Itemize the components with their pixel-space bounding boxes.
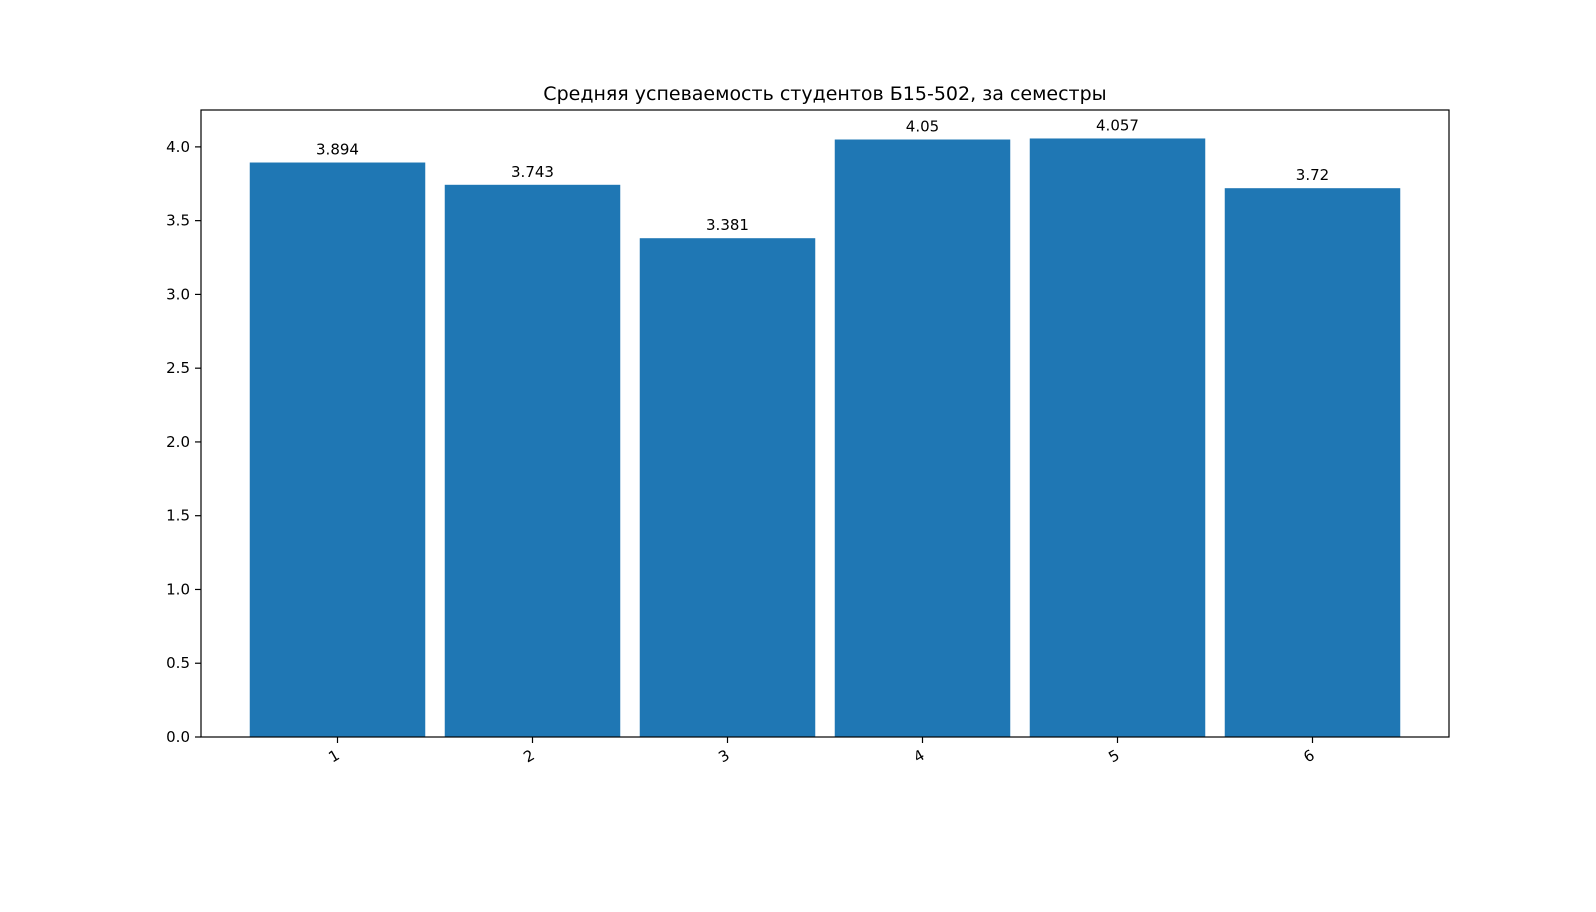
y-tick-label: 4.0 (166, 138, 190, 156)
bar-value-label-5: 4.057 (1096, 116, 1139, 134)
bar-value-label-1: 3.894 (316, 141, 359, 159)
x-tick-label-1: 1 (325, 746, 342, 766)
x-tick-label-3: 3 (715, 746, 732, 766)
x-tick-label-5: 5 (1105, 746, 1122, 766)
y-tick-label: 3.0 (166, 285, 190, 303)
y-axis: 0.0 0.5 1.0 1.5 2.0 2.5 3.0 3.5 4.0 (166, 138, 201, 746)
y-tick-label: 2.0 (166, 433, 190, 451)
bar-value-label-6: 3.72 (1296, 166, 1329, 184)
y-tick-label: 0.5 (166, 654, 190, 672)
bar-value-label-3: 3.381 (706, 216, 749, 234)
y-tick-label: 3.5 (166, 212, 190, 230)
x-tick-label-4: 4 (910, 746, 927, 766)
bar-6 (1224, 188, 1401, 738)
x-tick-label-2: 2 (520, 746, 537, 766)
bar-value-label-4: 4.05 (906, 118, 939, 136)
chart-title: Средняя успеваемость студентов Б15-502, … (543, 83, 1106, 105)
y-tick-label: 1.0 (166, 580, 190, 598)
bar-5 (1029, 138, 1206, 738)
bar-4 (834, 139, 1011, 738)
bar-3 (639, 238, 816, 737)
bars-group: 3.894 3.743 3.381 4.05 4.057 3.72 (249, 116, 1401, 738)
x-tick-label-6: 6 (1300, 746, 1317, 766)
y-tick-label: 2.5 (166, 359, 190, 377)
bar-value-label-2: 3.743 (511, 163, 554, 181)
bar-2 (444, 184, 621, 737)
plot-frame (200, 109, 1450, 738)
bar-1 (249, 162, 426, 737)
x-axis: 1 2 3 4 5 6 (325, 737, 1318, 766)
y-tick-label: 0.0 (166, 728, 190, 746)
y-tick-label: 1.5 (166, 507, 190, 525)
